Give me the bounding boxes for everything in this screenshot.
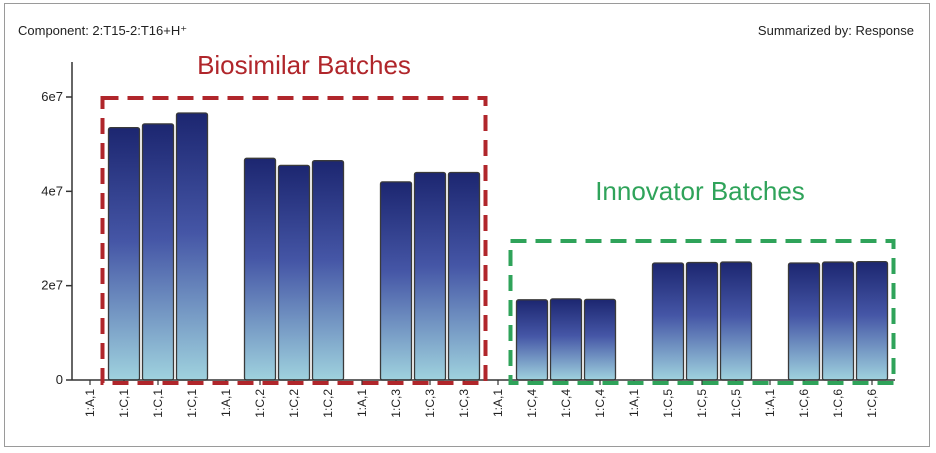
bar bbox=[447, 171, 481, 381]
bar bbox=[651, 262, 685, 381]
biosimilar-batches-box bbox=[100, 96, 488, 385]
bar bbox=[855, 260, 889, 381]
bar bbox=[311, 160, 345, 381]
bar bbox=[685, 261, 719, 381]
bar bbox=[515, 299, 549, 381]
x-tick-label: 1:A,1 bbox=[763, 389, 777, 417]
x-tick-label: 1:A,1 bbox=[627, 389, 641, 417]
x-tick-label: 1:C,4 bbox=[525, 389, 539, 418]
x-tick-label: 1:A,1 bbox=[491, 389, 505, 417]
x-tick-label: 1:C,6 bbox=[865, 389, 879, 418]
x-tick-label: 1:C,5 bbox=[729, 389, 743, 418]
x-tick-label: 1:A,1 bbox=[83, 389, 97, 417]
component-label: Component: 2:T15-2:T16+H⁺ bbox=[18, 23, 188, 38]
bar bbox=[821, 261, 855, 381]
y-tick-label: 4e7 bbox=[41, 183, 63, 198]
y-axis: 0 2e7 4e7 6e7 bbox=[41, 62, 73, 387]
x-tick-label: 1:C,1 bbox=[185, 389, 199, 418]
x-tick-label: 1:C,2 bbox=[253, 389, 267, 418]
annotations: Biosimilar Batches Innovator Batches bbox=[100, 50, 896, 385]
bar bbox=[277, 164, 311, 381]
x-tick-label: 1:C,2 bbox=[321, 389, 335, 418]
x-tick-label: 1:C,1 bbox=[117, 389, 131, 418]
bar bbox=[583, 298, 617, 381]
x-tick-label: 1:C,2 bbox=[287, 389, 301, 418]
summarized-by-label: Summarized by: Response bbox=[757, 23, 914, 38]
x-tick-label: 1:C,3 bbox=[457, 389, 471, 418]
y-tick-label: 2e7 bbox=[41, 278, 63, 293]
x-tick-label: 1:C,3 bbox=[389, 389, 403, 418]
innovator-batches-box bbox=[508, 239, 896, 385]
x-tick-label: 1:C,4 bbox=[559, 389, 573, 418]
bar bbox=[413, 171, 447, 381]
bar bbox=[719, 261, 753, 381]
x-tick-label: 1:C,5 bbox=[661, 389, 675, 418]
innovator-batches-label: Innovator Batches bbox=[595, 176, 805, 206]
y-tick-label: 6e7 bbox=[41, 89, 63, 104]
bar bbox=[243, 157, 277, 381]
x-axis: 1:A,1 1:C,1 1:C,1 1:C,1 1:A,1 1:C,2 1:C,2 1:C,2… bbox=[72, 379, 895, 418]
bar bbox=[175, 112, 209, 381]
x-tick-label: 1:A,1 bbox=[219, 389, 233, 417]
x-tick-label: 1:C,6 bbox=[831, 389, 845, 418]
bars bbox=[107, 112, 889, 381]
bar bbox=[379, 181, 413, 381]
x-tick-label: 1:C,3 bbox=[423, 389, 437, 418]
biosimilar-batches-label: Biosimilar Batches bbox=[197, 50, 411, 80]
y-tick-label: 0 bbox=[56, 372, 63, 387]
bar bbox=[107, 127, 141, 381]
x-tick-label: 1:A,1 bbox=[355, 389, 369, 417]
x-tick-label: 1:C,1 bbox=[151, 389, 165, 418]
bar bbox=[787, 262, 821, 381]
x-tick-label: 1:C,6 bbox=[797, 389, 811, 418]
bar bbox=[141, 123, 175, 381]
bar bbox=[549, 298, 583, 381]
x-tick-label: 1:C,5 bbox=[695, 389, 709, 418]
x-tick-label: 1:C,4 bbox=[593, 389, 607, 418]
